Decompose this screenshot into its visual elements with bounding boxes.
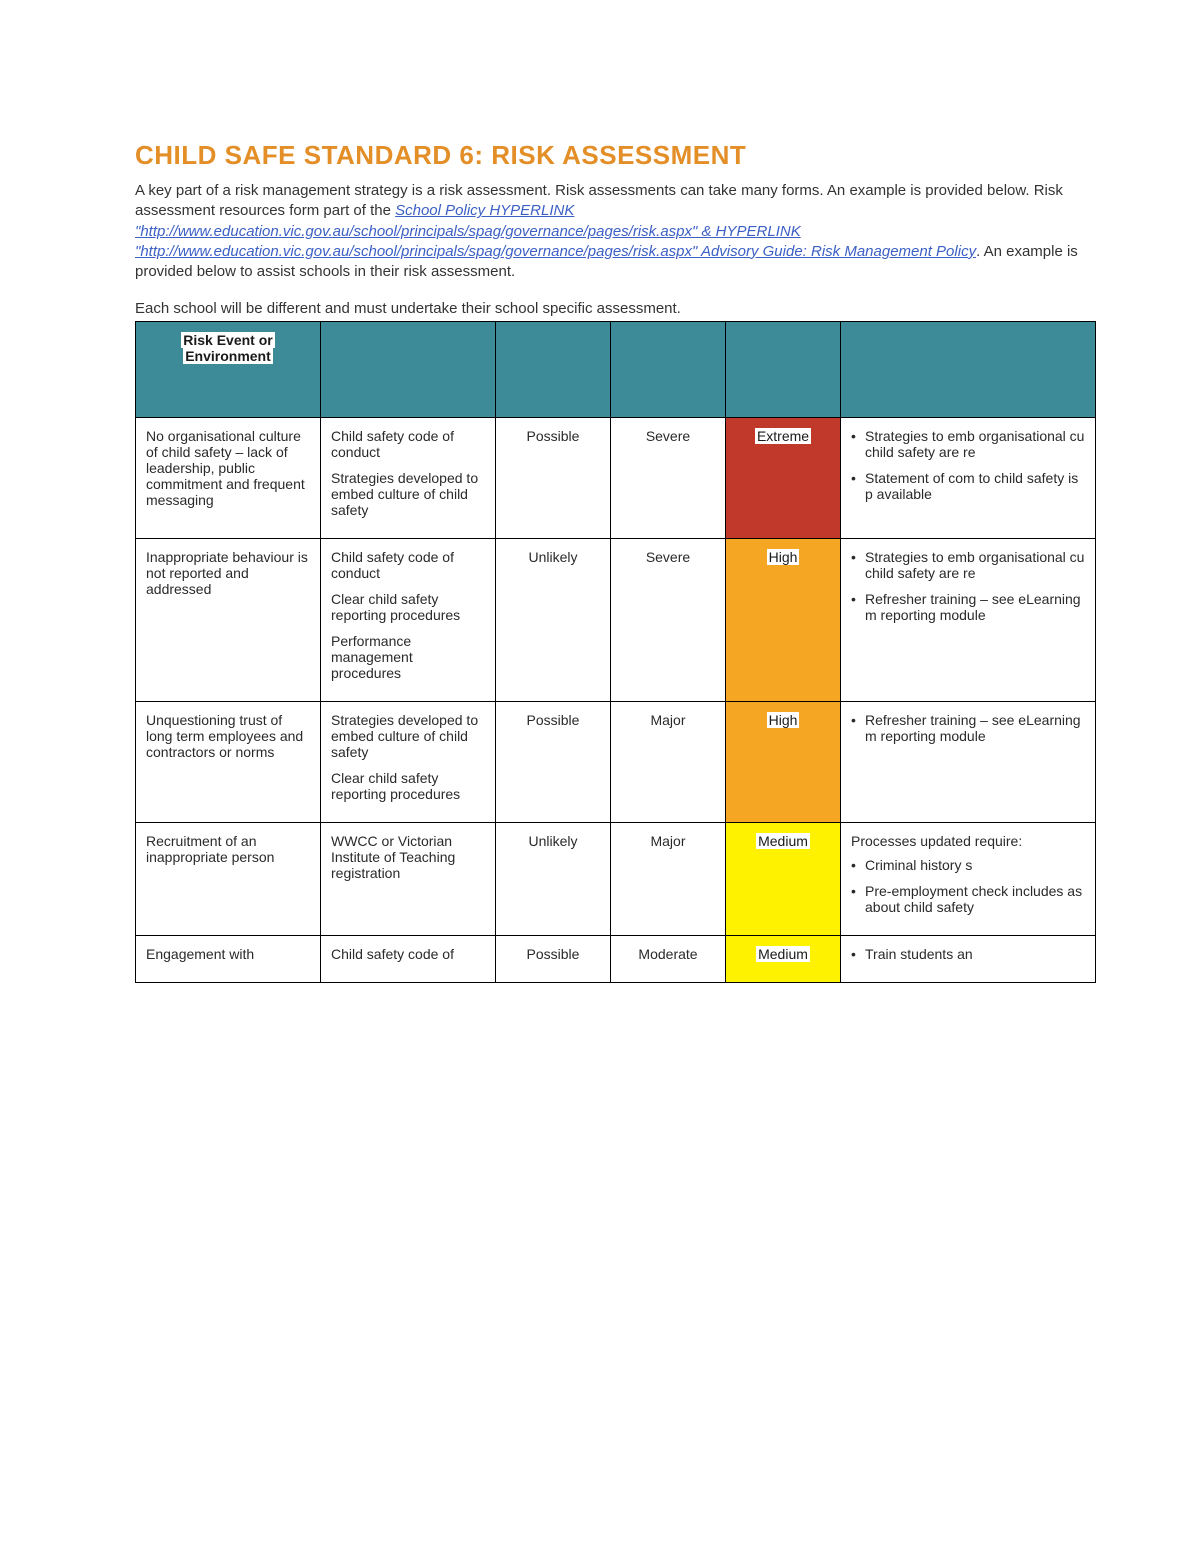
table-row: Unquestioning trust of long term employe… <box>136 702 1096 823</box>
cell-risk: No organisational culture of child safet… <box>136 418 321 539</box>
cell-consequence: Major <box>611 823 726 936</box>
treatments-list: Refresher training – see eLearning m rep… <box>851 712 1085 744</box>
treatment-item: Strategies to emb organisational cu chil… <box>851 428 1085 460</box>
cell-risk: Engagement with <box>136 936 321 983</box>
treatments-list: Strategies to emb organisational cu chil… <box>851 428 1085 502</box>
table-row: No organisational culture of child safet… <box>136 418 1096 539</box>
control-item: Clear child safety reporting procedures <box>331 591 485 623</box>
cell-likelihood: Possible <box>496 936 611 983</box>
cell-treatments: Strategies to emb organisational cu chil… <box>841 539 1096 702</box>
treatments-list: Criminal history s Pre-employment check i… <box>851 857 1085 915</box>
cell-likelihood: Possible <box>496 702 611 823</box>
cell-rating: Medium <box>726 936 841 983</box>
rating-label: Extreme <box>755 428 811 444</box>
cell-consequence: Major <box>611 702 726 823</box>
cell-likelihood: Unlikely <box>496 823 611 936</box>
cell-consequence: Moderate <box>611 936 726 983</box>
cell-treatments: Processes updated require: Criminal histo… <box>841 823 1096 936</box>
cell-consequence: Severe <box>611 539 726 702</box>
header-col-4 <box>611 322 726 418</box>
control-item: Performance management procedures <box>331 633 485 681</box>
risk-table: Risk Event or Environment No organisatio… <box>135 321 1096 983</box>
treatment-item: Train students an <box>851 946 1085 962</box>
treatment-item: Refresher training – see eLearning m rep… <box>851 712 1085 744</box>
cell-treatments: Refresher training – see eLearning m rep… <box>841 702 1096 823</box>
control-item: Child safety code of conduct <box>331 428 485 460</box>
cell-risk: Unquestioning trust of long term employe… <box>136 702 321 823</box>
treatment-item: Criminal history s <box>851 857 1085 873</box>
cell-likelihood: Possible <box>496 418 611 539</box>
control-item: WWCC or Victorian Institute of Teaching … <box>331 833 485 881</box>
header-col-3 <box>496 322 611 418</box>
cell-consequence: Severe <box>611 418 726 539</box>
table-header-row: Risk Event or Environment <box>136 322 1096 418</box>
cell-controls: Child safety code of conduct Clear child … <box>321 539 496 702</box>
treatments-lead: Processes updated require: <box>851 833 1085 849</box>
control-item: Child safety code of conduct <box>331 549 485 581</box>
rating-label: High <box>767 712 800 728</box>
treatment-item: Pre-employment check includes as about c… <box>851 883 1085 915</box>
cell-controls: Child safety code of <box>321 936 496 983</box>
cell-likelihood: Unlikely <box>496 539 611 702</box>
treatment-item: Refresher training – see eLearning m rep… <box>851 591 1085 623</box>
header-col-6 <box>841 322 1096 418</box>
rating-label: High <box>767 549 800 565</box>
cell-controls: WWCC or Victorian Institute of Teaching … <box>321 823 496 936</box>
header-risk-event: Risk Event or Environment <box>136 322 321 418</box>
treatments-list: Strategies to emb organisational cu chil… <box>851 549 1085 623</box>
cell-treatments: Strategies to emb organisational cu chil… <box>841 418 1096 539</box>
treatment-item: Strategies to emb organisational cu chil… <box>851 549 1085 581</box>
header-col-5 <box>726 322 841 418</box>
rating-label: Medium <box>756 833 810 849</box>
control-item: Strategies developed to embed culture of… <box>331 470 485 518</box>
cell-treatments: Train students an <box>841 936 1096 983</box>
header-line2: Environment <box>183 348 273 364</box>
cell-rating: Medium <box>726 823 841 936</box>
sub-intro: Each school will be different and must u… <box>135 300 1095 317</box>
cell-rating: Extreme <box>726 418 841 539</box>
cell-controls: Strategies developed to embed culture of… <box>321 702 496 823</box>
treatments-list: Train students an <box>851 946 1085 962</box>
control-item: Clear child safety reporting procedures <box>331 770 485 802</box>
table-body: No organisational culture of child safet… <box>136 418 1096 983</box>
cell-risk: Inappropriate behaviour is not reported … <box>136 539 321 702</box>
control-item: Strategies developed to embed culture of… <box>331 712 485 760</box>
cell-rating: High <box>726 539 841 702</box>
cell-risk: Recruitment of an inappropriate person <box>136 823 321 936</box>
control-item: Child safety code of <box>331 946 485 962</box>
intro-paragraph: A key part of a risk management strategy… <box>135 181 1095 282</box>
intro-pre: A key part of a risk management strategy… <box>135 182 1063 219</box>
header-col-2 <box>321 322 496 418</box>
cell-rating: High <box>726 702 841 823</box>
treatment-item: Statement of com to child safety is p av… <box>851 470 1085 502</box>
page-title: CHILD SAFE STANDARD 6: RISK ASSESSMENT <box>135 140 1200 171</box>
rating-label: Medium <box>756 946 810 962</box>
table-row: Inappropriate behaviour is not reported … <box>136 539 1096 702</box>
cell-controls: Child safety code of conduct Strategies d… <box>321 418 496 539</box>
header-line1: Risk Event or <box>181 332 274 348</box>
table-row: Engagement with Child safety code of Possi… <box>136 936 1096 983</box>
table-row: Recruitment of an inappropriate personWW… <box>136 823 1096 936</box>
